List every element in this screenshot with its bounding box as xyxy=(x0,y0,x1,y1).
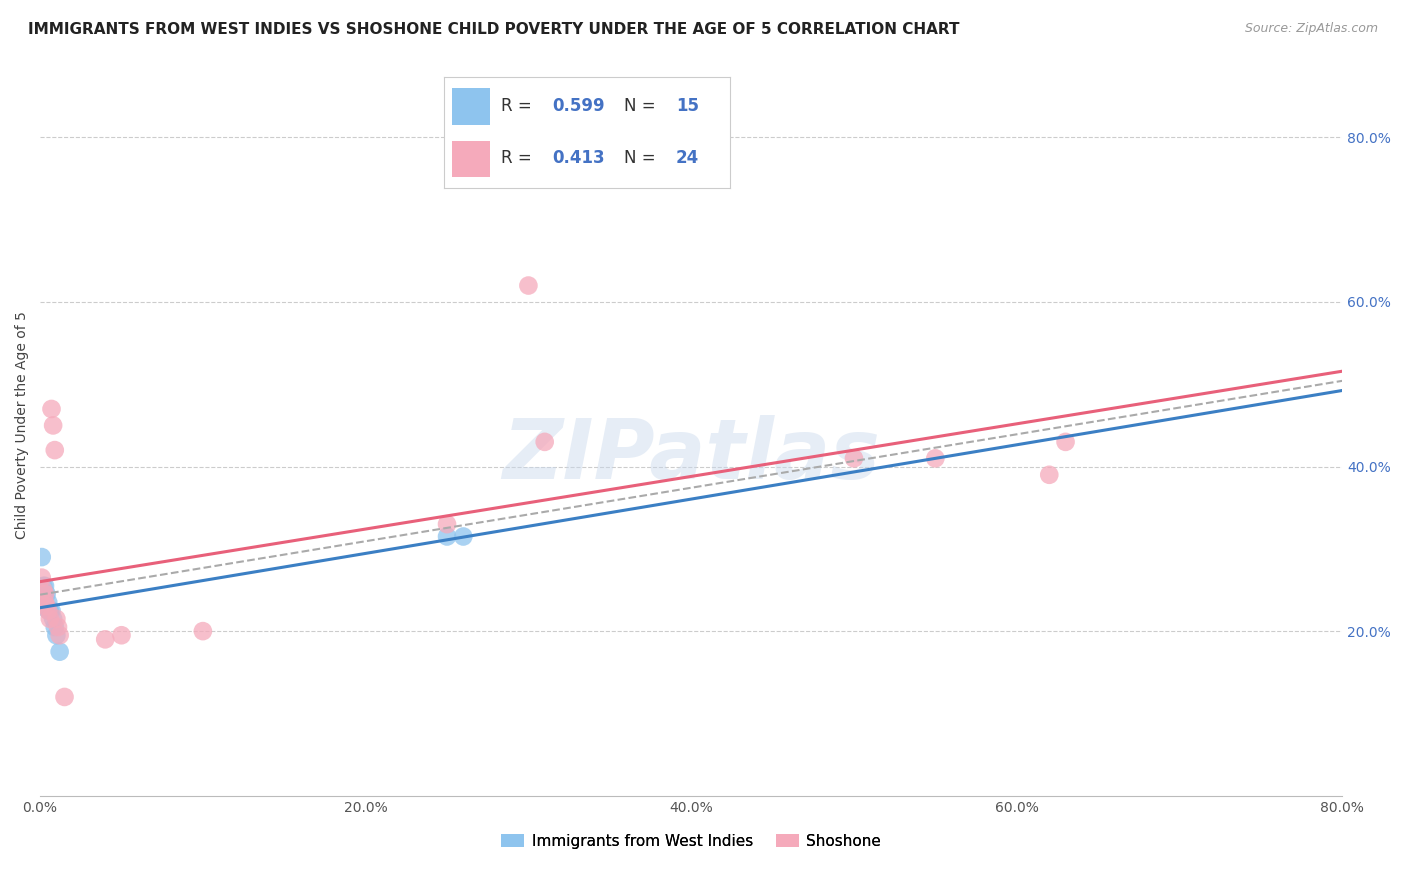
Point xyxy=(38,612,60,626)
Point xyxy=(48,645,70,659)
Point xyxy=(32,579,55,593)
Point xyxy=(44,443,66,458)
Text: Source: ZipAtlas.com: Source: ZipAtlas.com xyxy=(1244,22,1378,36)
Point xyxy=(46,620,69,634)
Point xyxy=(436,529,458,543)
Point xyxy=(35,587,58,601)
Point xyxy=(37,595,59,609)
Y-axis label: Child Poverty Under the Age of 5: Child Poverty Under the Age of 5 xyxy=(15,311,30,540)
Point xyxy=(42,612,65,626)
Point xyxy=(34,587,56,601)
Point xyxy=(38,603,60,617)
Point xyxy=(32,582,55,597)
Point xyxy=(1054,434,1077,449)
Point xyxy=(53,690,76,704)
Point xyxy=(45,612,67,626)
Point xyxy=(48,628,70,642)
Point xyxy=(37,603,59,617)
Point xyxy=(42,418,65,433)
Point xyxy=(191,624,214,639)
Point xyxy=(35,599,58,614)
Point xyxy=(436,517,458,532)
Text: IMMIGRANTS FROM WEST INDIES VS SHOSHONE CHILD POVERTY UNDER THE AGE OF 5 CORRELA: IMMIGRANTS FROM WEST INDIES VS SHOSHONE … xyxy=(28,22,960,37)
Point xyxy=(34,587,56,601)
Point xyxy=(533,434,555,449)
Point xyxy=(453,529,475,543)
Point xyxy=(1038,467,1060,482)
Point xyxy=(517,278,540,293)
Point xyxy=(44,620,66,634)
Point xyxy=(45,628,67,642)
Point xyxy=(31,550,53,565)
Point xyxy=(31,571,53,585)
Point xyxy=(41,401,63,416)
Point xyxy=(924,451,946,466)
Point xyxy=(37,603,59,617)
Point xyxy=(94,632,117,647)
Point xyxy=(41,603,63,617)
Point xyxy=(110,628,132,642)
Legend: Immigrants from West Indies, Shoshone: Immigrants from West Indies, Shoshone xyxy=(495,828,887,855)
Point xyxy=(34,579,56,593)
Point xyxy=(34,595,56,609)
Point xyxy=(842,451,865,466)
Text: ZIPatlas: ZIPatlas xyxy=(502,415,880,496)
